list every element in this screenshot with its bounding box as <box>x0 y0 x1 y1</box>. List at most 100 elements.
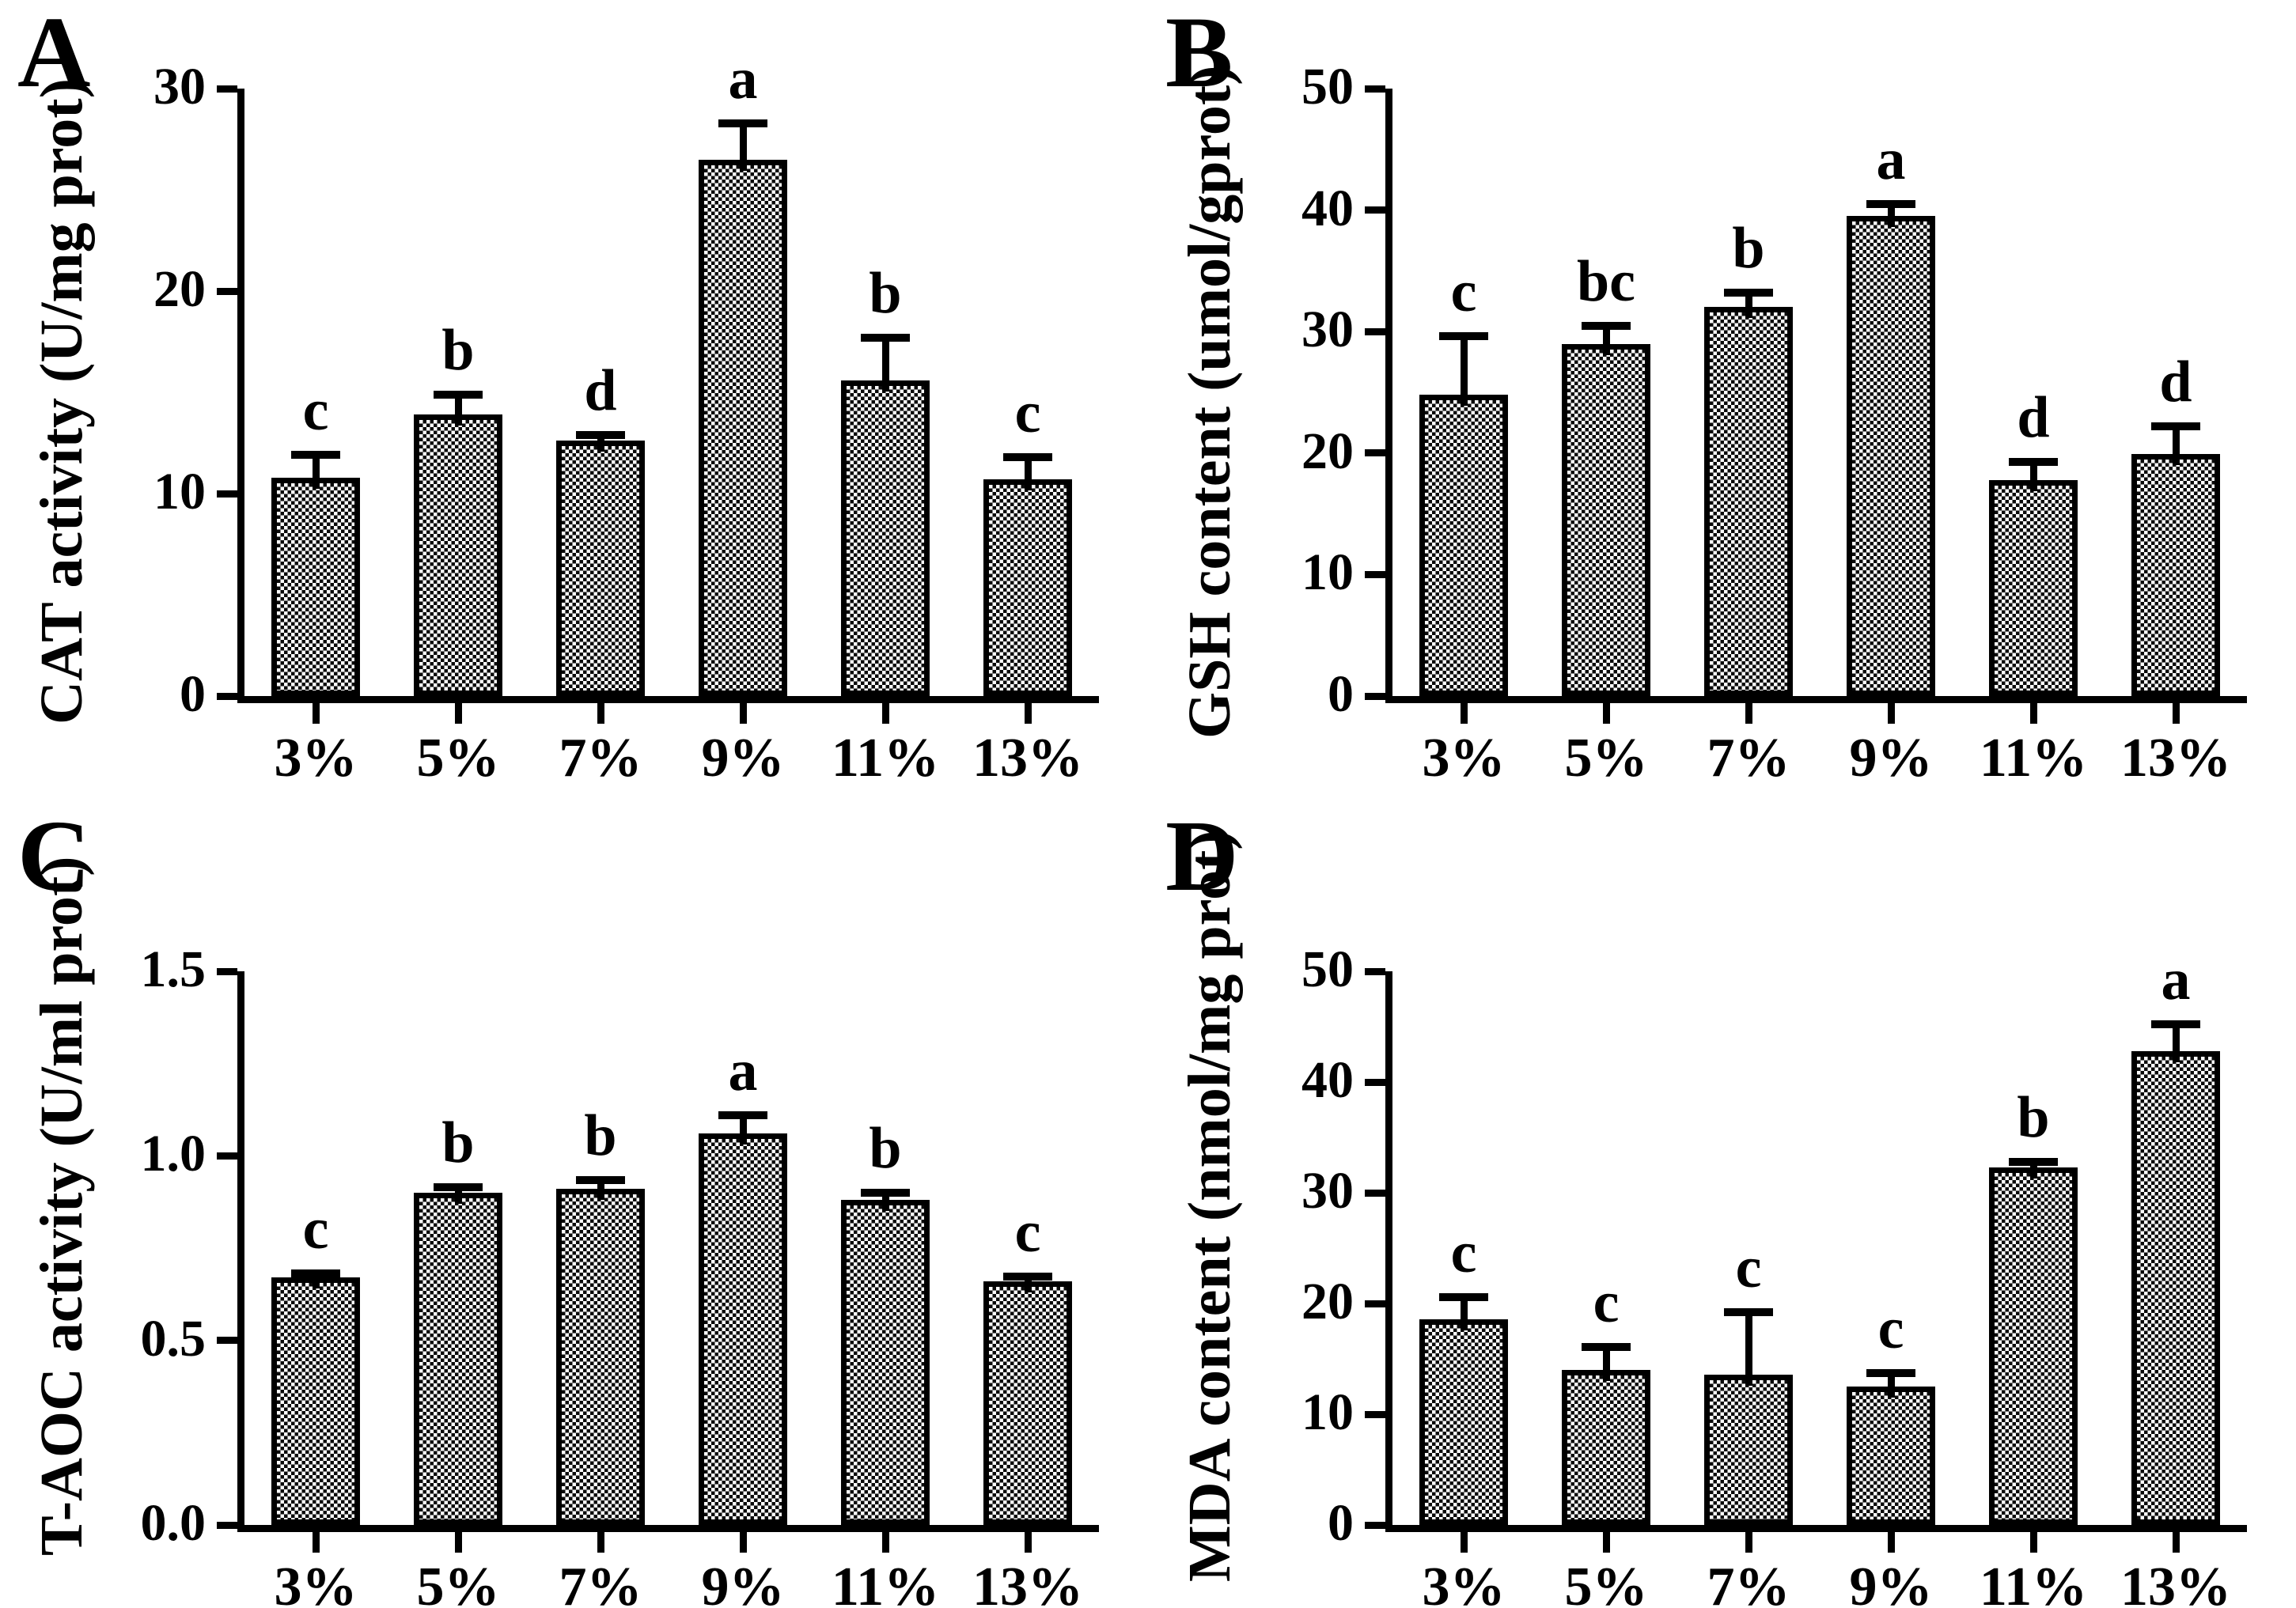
sig-letter-7%: c <box>1735 1235 1762 1301</box>
y-axis-tick-label: 30 <box>1301 301 1354 359</box>
y-axis-tick-label: 40 <box>1301 179 1354 237</box>
y-axis-tick-label: 20 <box>1301 1273 1354 1330</box>
error-bar-cap <box>1582 321 1631 330</box>
sig-letter-7%: b <box>1732 216 1765 282</box>
error-bar-cap <box>1582 1342 1631 1351</box>
bar-5% <box>1562 1370 1650 1525</box>
x-axis-tick-label: 11% <box>1979 728 2088 789</box>
plot-area-d: 0 10 20 30 40 50 3% c 5% c 7% c 9% c 11% b 13% a <box>1301 944 2247 1608</box>
y-axis-tick-label: 0.0 <box>140 1494 206 1552</box>
x-axis-tick <box>1024 703 1032 724</box>
y-axis-tick <box>1365 449 1385 457</box>
error-bar-cap <box>718 119 767 127</box>
sig-letter-9%: a <box>1876 127 1906 192</box>
bar-9% <box>699 159 787 696</box>
error-bar-stem <box>1602 325 1610 355</box>
x-axis-tick <box>597 703 604 724</box>
bar-3% <box>1419 395 1508 696</box>
error-bar-stem <box>1745 1312 1752 1386</box>
panel-letter-c: C <box>17 804 91 912</box>
error-bar-stem <box>454 394 462 426</box>
y-axis-tick <box>1365 327 1385 335</box>
error-bar-cap <box>2009 457 2058 466</box>
bar-5% <box>414 414 502 696</box>
error-bar-stem <box>454 1187 462 1204</box>
error-bar-cap <box>2151 422 2200 430</box>
x-axis-tick-label: 3% <box>274 1557 358 1608</box>
x-axis-tick <box>1602 703 1610 724</box>
bar-11% <box>841 1200 930 1525</box>
x-axis-tick-label: 11% <box>1979 1557 2088 1608</box>
error-bar-stem <box>597 1179 604 1201</box>
bar-3% <box>1419 1319 1508 1525</box>
panel-a: A CAT activity (U/mg prot) 0 10 20 30 3% c 5% b… <box>0 0 1148 804</box>
bar-5% <box>414 1193 502 1525</box>
error-bar-stem <box>881 337 889 392</box>
x-axis-tick <box>881 1532 889 1553</box>
sig-letter-9%: a <box>728 46 758 112</box>
error-bar-cap <box>434 1183 483 1191</box>
error-bar-cap <box>1866 1369 1915 1378</box>
bar-13% <box>2131 454 2220 696</box>
x-axis-tick <box>1460 703 1468 724</box>
x-axis-tick-label: 7% <box>1707 1557 1790 1608</box>
x-axis-tick-label: 7% <box>559 1557 642 1608</box>
y-axis-tick-label: 0 <box>180 665 206 723</box>
x-axis-tick <box>739 1532 747 1553</box>
error-bar-stem <box>1024 456 1032 491</box>
x-axis-tick-label: 13% <box>972 1557 1083 1608</box>
y-axis-tick <box>217 1521 237 1529</box>
sig-letter-13%: d <box>2159 350 2192 414</box>
x-axis-tick-label: 3% <box>1422 1557 1506 1608</box>
sig-letter-5%: b <box>441 317 475 383</box>
x-axis-tick <box>1602 1532 1610 1553</box>
sig-letter-5%: b <box>441 1110 475 1175</box>
error-bar-cap <box>291 451 340 460</box>
sig-letter-11%: b <box>2017 1084 2050 1150</box>
x-axis-tick <box>312 703 320 724</box>
y-axis-tick <box>217 1337 237 1345</box>
y-axis-tick <box>217 692 237 700</box>
y-axis-tick-label: 1.5 <box>140 940 206 998</box>
error-bar-stem <box>1602 1346 1610 1381</box>
panel-c: C T-AOC activity (U/ml prot) 0.0 0.5 1.0 1.… <box>0 804 1148 1608</box>
plot-area-a: 0 10 20 30 3% c 5% b 7% d 9% a 11% b 13% c <box>153 50 1099 786</box>
x-axis-tick <box>1024 1532 1032 1553</box>
x-axis-tick <box>597 1532 604 1553</box>
bar-11% <box>1989 479 2078 696</box>
error-bar-cap <box>576 1175 625 1184</box>
x-axis-tick <box>1887 703 1895 724</box>
sig-letter-13%: a <box>2161 948 2191 1013</box>
error-bar-cap <box>1724 1308 1773 1317</box>
y-axis-tick-label: 30 <box>1301 1162 1354 1220</box>
y-axis-tick-label: 30 <box>153 58 206 115</box>
error-bar-cap <box>291 1269 340 1277</box>
y-axis-label-a: CAT activity (U/mg prot) <box>28 78 95 725</box>
x-axis-tick <box>2172 703 2180 724</box>
bar-9% <box>1847 1387 1935 1525</box>
sig-letter-13%: c <box>1014 1200 1041 1266</box>
y-axis-tick-label: 10 <box>1301 1383 1354 1441</box>
error-bar-stem <box>739 123 747 171</box>
error-bar-stem <box>312 455 320 489</box>
error-bar-cap <box>1439 332 1488 341</box>
y-axis-label-c: T-AOC activity (U/ml prot) <box>28 856 95 1556</box>
sig-letter-9%: c <box>1877 1296 1904 1362</box>
error-bar-cap <box>1439 1292 1488 1301</box>
error-bar-stem <box>2029 1161 2037 1179</box>
sig-letter-7%: b <box>584 1103 617 1168</box>
x-axis-tick <box>1745 703 1752 724</box>
error-bar-cap <box>718 1111 767 1119</box>
y-axis-tick-label: 50 <box>1301 58 1354 115</box>
error-bar-cap <box>2151 1020 2200 1029</box>
y-axis-tick <box>217 1152 237 1160</box>
sig-letter-11%: d <box>2017 384 2050 450</box>
y-axis-tick-label: 40 <box>1301 1051 1354 1109</box>
y-axis-tick-label: 0 <box>1328 665 1354 723</box>
bar-5% <box>1562 343 1650 696</box>
plot-area-c: 0.0 0.5 1.0 1.5 3% c 5% b 7% b 9% a 11% b 13% c <box>141 944 1099 1608</box>
panel-b: B GSH content (umol/gprot) 0 10 20 30 40 50 3%… <box>1148 0 2296 804</box>
error-bar-stem <box>1024 1277 1032 1292</box>
sig-letter-3%: c <box>302 378 329 444</box>
y-axis-tick <box>217 287 237 295</box>
